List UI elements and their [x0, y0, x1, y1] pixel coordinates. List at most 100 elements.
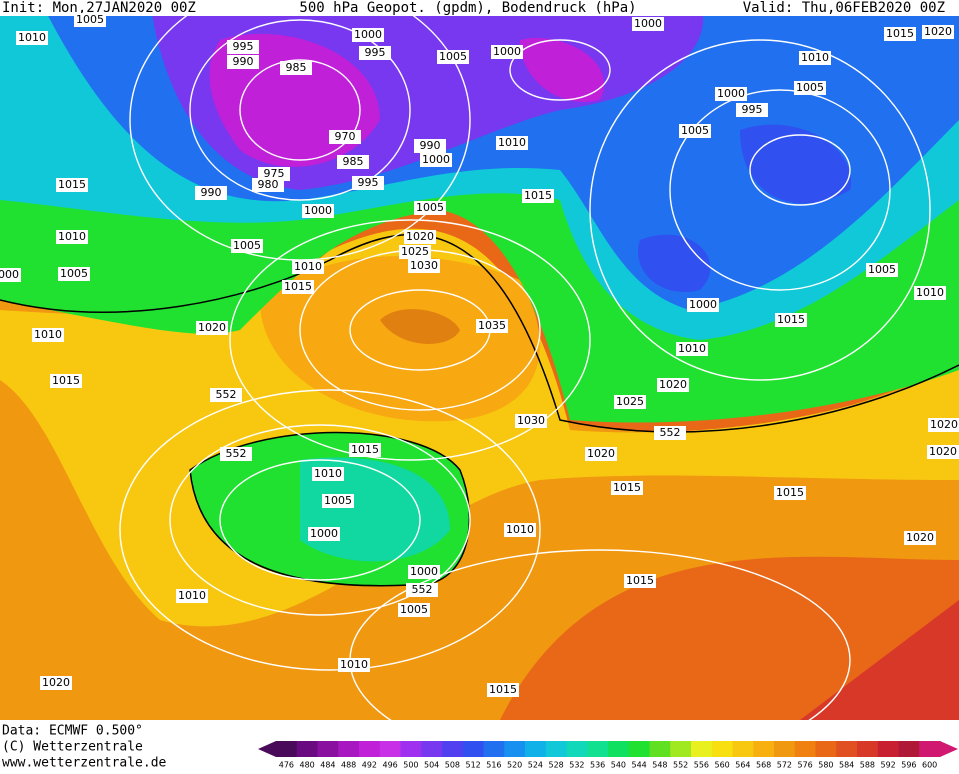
colorbar-label: 512: [465, 761, 480, 770]
colorbar-swatch: [525, 741, 547, 757]
isobar-label: 1010: [58, 230, 86, 243]
label-box: [74, 13, 106, 27]
isobar-label: 1010: [18, 31, 46, 44]
colorbar-label: 576: [797, 761, 812, 770]
isobar-label: 975: [264, 167, 285, 180]
isobar-label: 1015: [351, 443, 379, 456]
colorbar-swatch: [338, 741, 360, 757]
isobar-label: 552: [226, 447, 247, 460]
label-box: [32, 328, 64, 342]
label-box: [504, 523, 536, 537]
isobar-label: 995: [365, 46, 386, 59]
colorbar-swatch: [919, 741, 941, 757]
label-box: [585, 447, 617, 461]
isobar-label: 1010: [498, 136, 526, 149]
isobar-label: 1000: [493, 45, 521, 58]
isobar-label: 1000: [354, 28, 382, 41]
isobar-label: 1030: [517, 414, 545, 427]
colorbar-swatch: [857, 741, 879, 757]
label-box: [496, 136, 528, 150]
isobar-label: 1010: [34, 328, 62, 341]
colorbar-label: 476: [279, 761, 294, 770]
label-box: [352, 176, 384, 190]
colorbar-label: 520: [507, 761, 522, 770]
label-box: [715, 87, 747, 101]
label-box: [515, 414, 547, 428]
label-box: [302, 204, 334, 218]
isobar-label: 1020: [42, 676, 70, 689]
isobar-label: 1020: [198, 321, 226, 334]
label-box: [408, 259, 440, 273]
label-box: [231, 239, 263, 253]
isobar-label: 985: [286, 61, 307, 74]
isobar-label: 1020: [924, 25, 952, 38]
copyright: (C) Wetterzentrale: [2, 740, 143, 755]
colorbar-label: 564: [735, 761, 750, 770]
colorbar-label: 568: [756, 761, 771, 770]
colorbar-label: 592: [880, 761, 895, 770]
isobar-label: 1000: [422, 153, 450, 166]
colorbar-swatch: [794, 741, 816, 757]
isobar-label: 1015: [58, 178, 86, 191]
label-box: [210, 388, 242, 402]
isobar-label: 1010: [340, 658, 368, 671]
colorbar-swatch: [628, 741, 650, 757]
label-box: [58, 267, 90, 281]
isobar-label: 1015: [776, 486, 804, 499]
label-box: [406, 583, 438, 597]
label-box: [775, 313, 807, 327]
isobar-label: 1020: [929, 445, 957, 458]
isobar-label: 980: [258, 178, 279, 191]
isobar-label: 1005: [400, 603, 428, 616]
isobar-label: 1015: [489, 683, 517, 696]
label-box: [487, 683, 519, 697]
isobar-label: 1000: [410, 565, 438, 578]
isobar-label: 1010: [506, 523, 534, 536]
isobar-label: 1010: [294, 260, 322, 273]
label-box: [794, 81, 826, 95]
isobar-label: 1000: [310, 527, 338, 540]
colorbar-label: 524: [528, 761, 543, 770]
colorbar-swatch: [504, 741, 526, 757]
colorbar-label: 572: [777, 761, 792, 770]
colorbar-swatch: [296, 741, 318, 757]
isobar-label: 1015: [886, 27, 914, 40]
colorbar-label: 588: [860, 761, 875, 770]
colorbar-swatch: [359, 741, 381, 757]
label-box: [398, 603, 430, 617]
label-box: [799, 51, 831, 65]
isobar-label: 1005: [76, 13, 104, 26]
label-box: [312, 467, 344, 481]
colorbar-label: 600: [922, 761, 937, 770]
label-box: [437, 50, 469, 64]
isobar-label: 1010: [916, 286, 944, 299]
label-box: [282, 280, 314, 294]
label-box: [195, 186, 227, 200]
isobar-label: 990: [201, 186, 222, 199]
isobar-label: 1005: [868, 263, 896, 276]
colorbar-label: 532: [569, 761, 584, 770]
isobar-label: 552: [216, 388, 237, 401]
label-box: [522, 189, 554, 203]
isobar-label: 1000: [717, 87, 745, 100]
colorbar-label: 544: [631, 761, 646, 770]
isobar-label: 1035: [478, 319, 506, 332]
label-box: [654, 426, 686, 440]
label-box: [322, 494, 354, 508]
isobar-label: 1020: [587, 447, 615, 460]
label-box: [414, 139, 446, 153]
colorbar-label: 560: [714, 761, 729, 770]
colorbar-label: 580: [818, 761, 833, 770]
label-box: [914, 286, 946, 300]
isobar-label: 1020: [406, 230, 434, 243]
colorbar-label: 500: [403, 761, 418, 770]
label-box: [614, 395, 646, 409]
label-box: [252, 178, 284, 192]
isobar-label: 1000: [689, 298, 717, 311]
colorbar-low-arrow: [258, 741, 276, 757]
label-box: [176, 589, 208, 603]
label-box: [679, 124, 711, 138]
colorbar-swatch: [691, 741, 713, 757]
colorbar-swatch: [317, 741, 339, 757]
